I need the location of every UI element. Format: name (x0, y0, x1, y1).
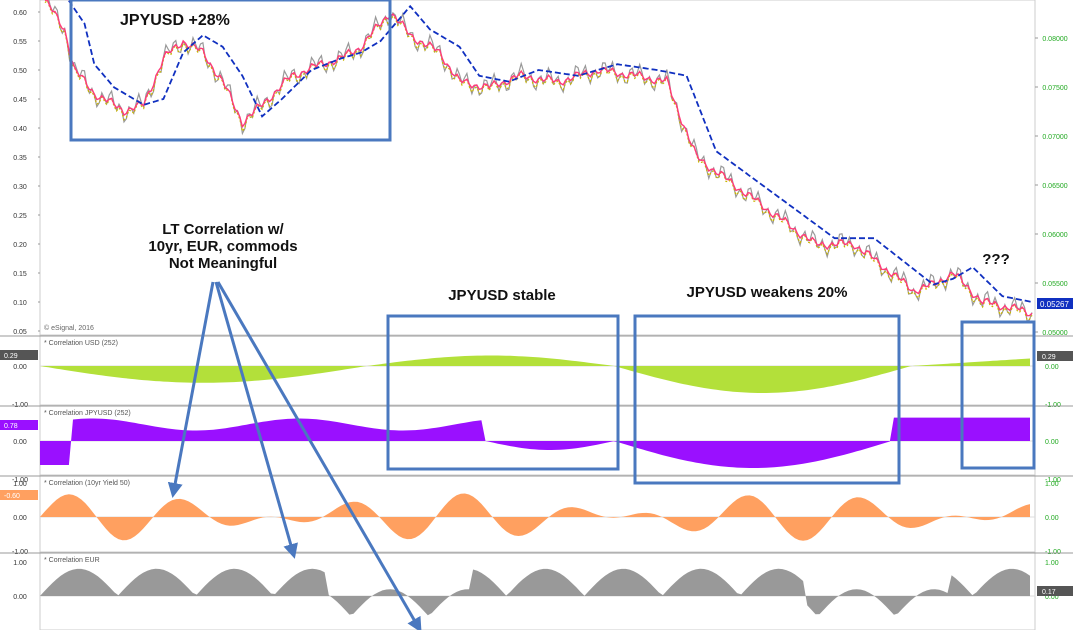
panel-area (40, 568, 1030, 616)
panel-left-tick: 0.00 (13, 515, 27, 522)
panel-title: * Correlation USD (252) (44, 340, 118, 347)
main-right-axis: 0.08000 0.07500 0.07000 0.06500 0.06000 0.055… (1035, 36, 1068, 337)
annotation-weakens: JPYUSD weakens 20% (687, 284, 848, 301)
panel-right-badge-value: 0.29 (1042, 354, 1056, 361)
highlight-box (633, 314, 901, 485)
left-tick-label: 0.05 (13, 329, 27, 336)
annotation-lt-corr-3: Not Meaningful (169, 255, 277, 272)
panel-left-badge (0, 420, 38, 430)
left-tick-label: 0.25 (13, 213, 27, 220)
main-series (44, 0, 1033, 323)
left-tick-label: 0.50 (13, 68, 27, 75)
panel-left-tick: -1.00 (12, 477, 28, 484)
ma-fast-line (44, 0, 1033, 317)
annotation-question: ??? (982, 251, 1010, 268)
annotation-arrow (167, 281, 215, 498)
left-tick-label: 0.40 (13, 126, 27, 133)
panels: * Correlation USD (252) 0.00 0.00 -1.00 -1.0… (0, 335, 1073, 631)
highlight-box (386, 314, 620, 471)
annotation-jpyusd-up: JPYUSD +28% (120, 12, 230, 29)
left-tick-label: 0.60 (13, 10, 27, 17)
left-tick-label: 0.35 (13, 155, 27, 162)
panel-left-badge (0, 490, 38, 500)
panel-left-tick: 0.00 (13, 439, 27, 446)
panel-left-tick: 0.00 (13, 594, 27, 601)
left-tick-label: 0.15 (13, 271, 27, 278)
indicator-panel: * Correlation (10yr Yield 50) 1.00 1.00 0.0… (0, 475, 1073, 556)
panel-right-tick: -1.00 (1045, 477, 1061, 484)
panel-area (40, 417, 1030, 468)
panel-right-tick: 1.00 (1045, 560, 1059, 567)
annotation-boxes (69, 0, 1036, 485)
panel-left-tick: 1.00 (13, 481, 27, 488)
right-tick-label: 0.06500 (1042, 183, 1067, 190)
annotation-lt-corr-2: 10yr, EUR, commods (148, 238, 297, 255)
highlight-box (69, 0, 392, 142)
panel-title: * Correlation JPYUSD (252) (44, 410, 131, 417)
panel-right-tick: 0.00 (1045, 515, 1059, 522)
right-tick-label: 0.08000 (1042, 36, 1067, 43)
ma-slow-line (67, 0, 1033, 303)
panel-area (40, 493, 1030, 541)
indicator-panel: * Correlation USD (252)0.000.00-1.00-1.0… (0, 335, 1073, 409)
left-tick-label: 0.20 (13, 242, 27, 249)
last-price-badge (1037, 298, 1073, 309)
panel-right-badge (1037, 586, 1073, 596)
panel-right-tick: 0.00 (1045, 594, 1059, 601)
annotation-arrow (216, 281, 422, 633)
panel-right-tick: 1.00 (1045, 481, 1059, 488)
right-tick-label: 0.06000 (1042, 232, 1067, 239)
indicator-panel: * Correlation JPYUSD (252) 0.00 0.00 -1.00 -… (0, 405, 1073, 484)
panel-title: * Correlation EUR (44, 557, 100, 564)
panel-right-tick: 0.00 (1045, 439, 1059, 446)
main-left-axis: 0.60 0.55 0.50 0.45 0.40 0.35 0.30 0.25 0.20 0.15… (13, 10, 40, 336)
panel-left-badge-value: 0.29 (4, 353, 18, 360)
left-tick-label: 0.30 (13, 184, 27, 191)
right-tick-label: 0.07000 (1042, 134, 1067, 141)
panel-left-tick: 1.00 (13, 560, 27, 567)
annotation-arrow (214, 281, 298, 559)
panel-right-tick: 0.00 (1045, 364, 1059, 371)
highlight-box (960, 320, 1036, 470)
panel-left-badge-value: -0.60 (4, 493, 20, 500)
panel-area (40, 355, 1030, 393)
indicator-panel: * Correlation EUR 1.001.000.000.000.17 (0, 552, 1073, 631)
right-tick-label: 0.05000 (1042, 330, 1067, 337)
source-label: © eSignal, 2016 (44, 324, 94, 332)
left-tick-label: 0.10 (13, 300, 27, 307)
annotation-arrows (167, 281, 422, 633)
panel-title: * Correlation (10yr Yield 50) (44, 480, 130, 487)
panel-left-badge (0, 350, 38, 360)
annotation-lt-corr-1: LT Correlation w/ (162, 221, 284, 238)
right-tick-label: 0.07500 (1042, 85, 1067, 92)
annotation-stable: JPYUSD stable (448, 287, 556, 304)
main-panel (39, 0, 1036, 336)
left-tick-label: 0.55 (13, 39, 27, 46)
panel-right-badge (1037, 351, 1073, 361)
panel-left-tick: 0.00 (13, 364, 27, 371)
panel-left-badge-value: 0.78 (4, 423, 18, 430)
panel-right-badge-value: 0.17 (1042, 589, 1056, 596)
last-price-value: 0.05267 (1040, 300, 1069, 309)
right-tick-label: 0.05500 (1042, 281, 1067, 288)
left-tick-label: 0.45 (13, 97, 27, 104)
